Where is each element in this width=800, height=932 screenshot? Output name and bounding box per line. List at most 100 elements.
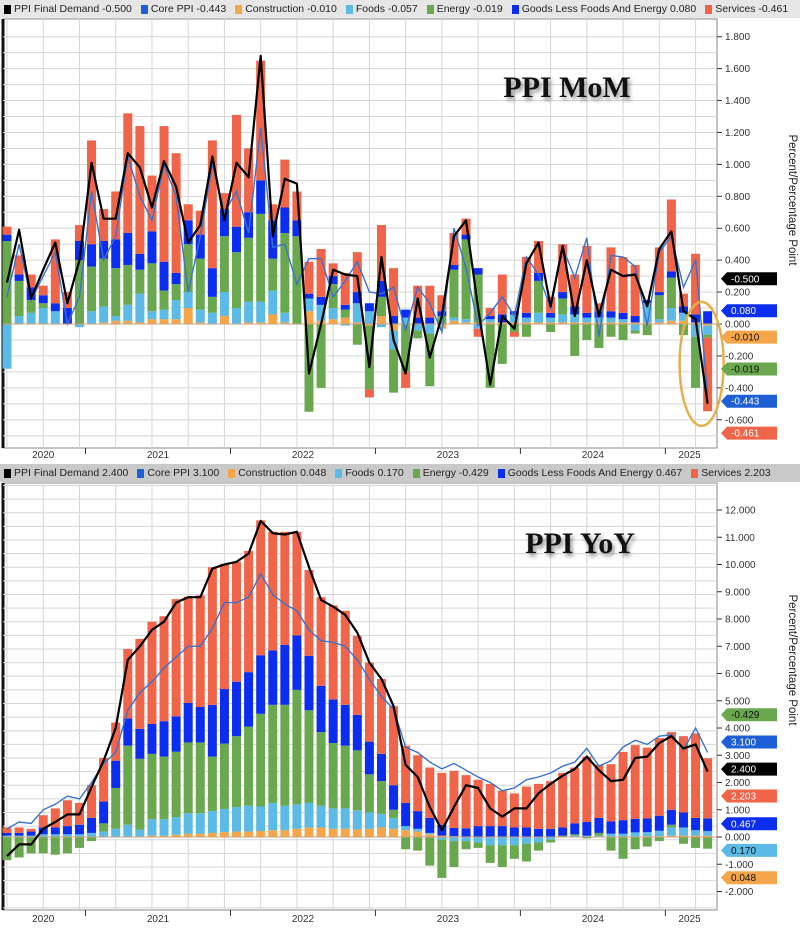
bar-construction xyxy=(389,324,399,331)
bar-construction xyxy=(352,829,362,837)
bar-foods xyxy=(630,832,640,837)
bar-energy xyxy=(521,843,531,862)
bar-goods-less-food-energy xyxy=(582,312,592,318)
bar-foods xyxy=(666,827,676,836)
y-tick-label: -0.400 xyxy=(725,383,754,394)
bar-energy xyxy=(364,774,374,813)
bar-construction xyxy=(521,322,531,324)
bar-goods-less-food-energy xyxy=(316,296,326,305)
bar-goods-less-food-energy xyxy=(232,681,242,737)
value-badge-final-demand: 2.400 xyxy=(721,762,777,776)
legend-swatch xyxy=(497,468,505,478)
legend-label: PPI Final Demand 2.400 xyxy=(14,467,129,479)
bar-goods-less-food-energy xyxy=(678,812,688,828)
bar-goods-less-food-energy xyxy=(232,226,242,253)
bar-goods-less-food-energy xyxy=(135,253,145,270)
bar-foods xyxy=(74,834,84,837)
bar-energy xyxy=(376,781,386,814)
bar-services xyxy=(292,531,302,636)
x-tick-label: 2022 xyxy=(292,450,315,461)
value-badge-energy: -0.019 xyxy=(721,362,777,376)
bar-energy xyxy=(207,296,217,313)
bar-goods-less-food-energy xyxy=(74,824,84,835)
bar-foods xyxy=(256,806,266,832)
bar-goods-less-food-energy xyxy=(449,264,459,270)
y-tick-label: 9.000 xyxy=(725,587,750,598)
bar-goods-less-food-energy xyxy=(195,234,205,259)
bar-foods xyxy=(244,301,254,323)
badge-shape xyxy=(721,817,777,831)
bar-goods-less-food-energy xyxy=(570,823,580,835)
bar-foods xyxy=(546,317,556,323)
value-badge-goods-less-food-energy: 0.467 xyxy=(721,817,777,831)
bar-goods-less-food-energy xyxy=(207,704,217,757)
bar-foods xyxy=(195,813,205,834)
bar-foods xyxy=(485,837,495,846)
bar-goods-less-food-energy xyxy=(497,826,507,837)
bar-energy xyxy=(485,845,495,863)
bar-energy xyxy=(256,713,266,807)
bar-services xyxy=(135,638,145,729)
bar-construction xyxy=(280,830,290,837)
y-tick-label: 12.000 xyxy=(725,506,756,517)
bar-goods-less-food-energy xyxy=(219,209,229,237)
bar-energy xyxy=(509,845,519,859)
badge-value: -0.019 xyxy=(731,365,760,376)
bar-energy xyxy=(280,704,290,806)
bar-services xyxy=(304,261,314,294)
bar-energy xyxy=(2,241,12,324)
bar-foods xyxy=(534,837,544,843)
bar-energy xyxy=(50,837,60,855)
bar-foods xyxy=(171,817,181,835)
legend-label: Construction 0.048 xyxy=(238,467,327,479)
bar-services xyxy=(497,790,507,827)
bar-energy xyxy=(147,263,157,312)
bar-goods-less-food-energy xyxy=(352,292,362,304)
bar-goods-less-food-energy xyxy=(14,832,24,836)
bar-energy xyxy=(171,284,181,301)
bar-foods xyxy=(461,319,471,323)
bar-construction xyxy=(328,319,338,324)
bar-goods-less-food-energy xyxy=(292,635,302,690)
bar-goods-less-food-energy xyxy=(123,233,133,265)
legend-item-foods: Foods -0.057 xyxy=(345,3,418,15)
bar-energy xyxy=(558,298,568,315)
badge-value: 0.080 xyxy=(731,306,756,317)
bar-services xyxy=(509,331,519,337)
bar-construction xyxy=(280,322,290,324)
bar-foods xyxy=(2,324,12,369)
bar-goods-less-food-energy xyxy=(352,714,362,751)
bar-foods xyxy=(38,308,48,324)
badge-value: 0.467 xyxy=(731,819,756,830)
legend-swatch xyxy=(4,468,11,478)
highlight-ellipse xyxy=(678,300,725,428)
bar-construction xyxy=(244,322,254,324)
bar-services xyxy=(171,153,181,273)
legend-swatch xyxy=(412,468,420,478)
legend-item-core-ppi: Core PPI -0.443 xyxy=(140,3,226,15)
bar-foods xyxy=(352,303,362,323)
legend-item-core-ppi: Core PPI 3.100 xyxy=(137,467,219,479)
legend-swatch xyxy=(345,4,353,14)
bar-energy xyxy=(642,837,652,847)
bar-services xyxy=(2,226,12,235)
bar-goods-less-food-energy xyxy=(183,702,193,743)
bar-goods-less-food-energy xyxy=(389,785,399,810)
bar-foods xyxy=(14,316,24,324)
bar-services xyxy=(534,783,544,829)
bar-services xyxy=(630,264,640,317)
legend-label: Foods -0.057 xyxy=(355,3,418,15)
y-tick-label: 6.000 xyxy=(725,669,750,680)
bar-energy xyxy=(38,303,48,309)
bar-energy xyxy=(497,324,507,364)
bar-goods-less-food-energy xyxy=(268,650,278,705)
badge-shape xyxy=(721,789,777,803)
bar-services xyxy=(292,191,302,221)
y-tick-label: 0.800 xyxy=(725,192,750,203)
legend-label: Construction -0.010 xyxy=(245,3,337,15)
bar-foods xyxy=(642,832,652,837)
bar-services xyxy=(389,706,399,786)
bar-energy xyxy=(147,753,157,820)
bar-construction xyxy=(497,322,507,324)
bar-construction xyxy=(485,322,495,324)
